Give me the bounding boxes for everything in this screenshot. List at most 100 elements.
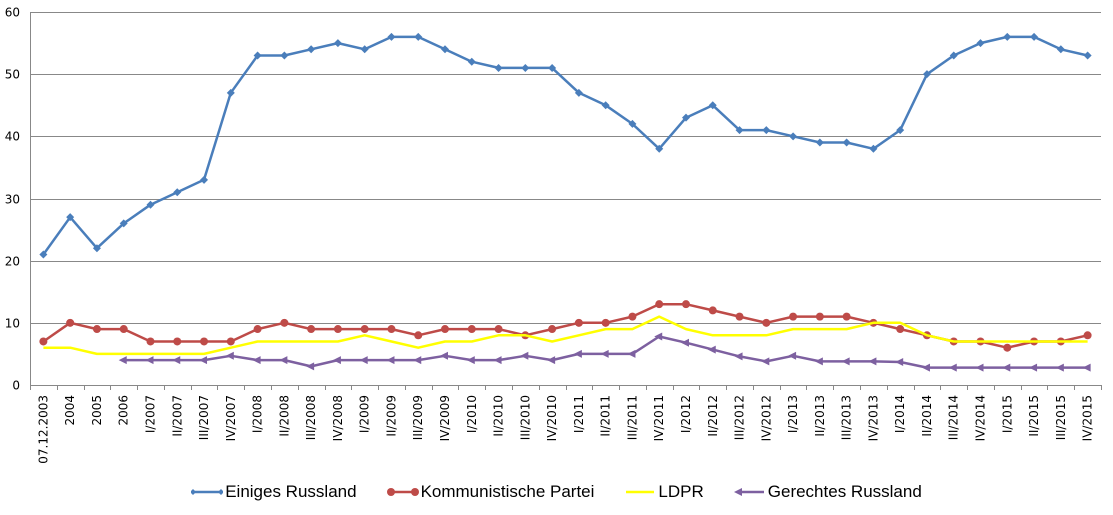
data-point	[948, 363, 957, 372]
data-point	[307, 325, 316, 334]
data-point	[119, 219, 128, 228]
data-point	[842, 312, 851, 321]
data-point	[789, 132, 798, 141]
data-point	[1083, 51, 1092, 60]
series-line	[42, 35, 1088, 256]
data-point	[628, 312, 637, 321]
data-point	[628, 119, 637, 128]
data-point	[466, 356, 475, 365]
x-tick-label: 07.12.2003	[36, 395, 50, 464]
data-point	[279, 356, 288, 365]
data-point	[280, 51, 289, 60]
data-point	[1002, 363, 1011, 372]
data-point	[1082, 363, 1091, 372]
data-point	[200, 175, 209, 184]
data-point	[949, 51, 958, 60]
x-tick-label: III/2012	[733, 395, 747, 440]
series-line	[42, 302, 1088, 349]
x-tick-label: I/2014	[893, 395, 907, 433]
data-point	[841, 357, 850, 366]
x-tick-label: IV/2011	[652, 395, 666, 441]
data-point	[467, 325, 476, 334]
data-point	[66, 318, 75, 327]
data-point	[1029, 363, 1038, 372]
data-point	[762, 126, 771, 135]
data-point	[680, 338, 689, 347]
data-point	[895, 357, 904, 366]
x-tick-label: I/2015	[1000, 395, 1014, 433]
series-kommunistische-partei	[39, 300, 1092, 352]
legend-label: Gerechtes Russland	[767, 482, 922, 501]
data-point	[574, 318, 583, 327]
data-point	[975, 363, 984, 372]
x-tick-label: 2005	[90, 395, 104, 426]
data-point	[441, 325, 450, 334]
data-point	[333, 325, 342, 334]
series-einiges-russland	[39, 32, 1092, 259]
x-tick-label: I/2012	[679, 395, 693, 433]
data-point	[359, 356, 368, 365]
data-point	[494, 63, 503, 72]
data-point	[788, 351, 797, 360]
data-point	[655, 300, 664, 309]
data-point	[601, 101, 610, 110]
data-point	[440, 351, 449, 360]
x-tick-label: I/2013	[786, 395, 800, 433]
legend-item-gerechtes-russland: Gerechtes Russland	[733, 482, 922, 502]
data-point	[896, 126, 905, 135]
data-point	[119, 325, 128, 334]
data-point	[226, 88, 235, 97]
x-tick-label: III/2010	[518, 395, 532, 440]
x-tick-label: III/2007	[197, 395, 211, 440]
data-point	[1003, 32, 1012, 41]
data-point	[600, 349, 609, 358]
data-point	[145, 356, 154, 365]
data-point	[360, 325, 369, 334]
data-point	[360, 45, 369, 54]
data-point	[387, 32, 396, 41]
y-tick-label: 30	[5, 193, 20, 207]
data-point	[280, 318, 289, 327]
legend-item-kommunistische-partei: Kommunistische Partei	[386, 482, 594, 502]
x-tick-label: II/2015	[1027, 395, 1041, 437]
data-point	[842, 138, 851, 147]
x-tick-label: IV/2013	[866, 395, 880, 441]
data-point	[414, 331, 423, 340]
data-point	[548, 325, 557, 334]
x-tick-label: I/2010	[465, 395, 479, 433]
x-tick-label: III/2015	[1054, 395, 1068, 440]
data-point	[333, 39, 342, 48]
circle-line-marker-icon	[386, 488, 419, 496]
y-tick-label: 0	[12, 379, 20, 393]
data-point	[307, 45, 316, 54]
data-point	[681, 113, 690, 122]
data-point	[199, 356, 208, 365]
data-point	[173, 337, 182, 346]
data-point	[573, 349, 582, 358]
series-line	[43, 315, 1088, 356]
x-tick-label: IV/2015	[1081, 395, 1095, 441]
data-point	[521, 63, 530, 72]
data-point	[1056, 45, 1065, 54]
data-point	[253, 325, 262, 334]
data-point	[548, 63, 557, 72]
legend-label: LDPR	[658, 482, 704, 501]
x-tick-label: II/2014	[920, 395, 934, 437]
y-axis-ticks: 0 10 20 30 40 50 60	[5, 6, 20, 393]
data-point	[1030, 32, 1039, 41]
x-tick-label: III/2009	[411, 395, 425, 440]
data-point	[414, 32, 423, 41]
x-tick-label: II/2011	[599, 395, 613, 437]
data-point	[922, 70, 931, 79]
data-point	[762, 318, 771, 327]
data-point	[815, 138, 824, 147]
data-point	[1083, 331, 1092, 340]
data-point	[332, 356, 341, 365]
data-point	[976, 39, 985, 48]
data-point	[146, 200, 155, 209]
series-lines	[39, 32, 1092, 372]
data-point	[520, 351, 529, 360]
x-tick-label: 2006	[117, 395, 131, 426]
y-tick-label: 20	[5, 255, 20, 269]
data-point	[708, 306, 717, 315]
